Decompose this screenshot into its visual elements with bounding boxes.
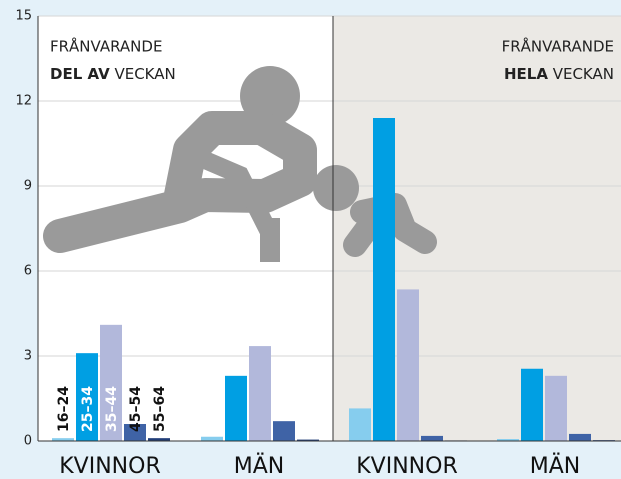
panel-right-line2: HELA VECKAN [504,65,614,83]
legend-label: 35–44 [104,386,120,432]
icon-baby [313,165,437,257]
bar [249,346,271,441]
panel-right-bold: HELA [504,65,548,83]
y-tick-label: 0 [24,434,32,449]
bar [273,421,295,441]
x-tick-label: KVINNOR [356,454,457,479]
icon-adult [43,66,317,262]
bar [148,438,170,441]
y-tick-label: 15 [15,9,32,24]
bar [521,368,543,441]
bar [397,289,419,441]
bar [100,324,122,441]
y-tick-label: 3 [24,349,32,364]
panel-left-rest: VECKAN [114,65,175,83]
bar [373,118,395,441]
panel-left-line1: FRÅNVARANDE [50,37,162,56]
y-tick-label: 9 [24,179,32,194]
legend-label: 55–64 [152,386,168,432]
x-tick-label: KVINNOR [59,454,160,479]
bar [225,375,247,441]
legend-label: 45–54 [128,386,144,432]
bar [545,375,567,441]
y-tick-label: 6 [24,264,32,279]
bars [52,118,615,441]
legend-label: 16–24 [56,386,72,432]
panel-right-rest: VECKAN [553,65,614,83]
panel-left-line2: DEL AV VECKAN [50,65,176,83]
bar [569,433,591,441]
panel-left-bold: DEL AV [50,65,110,83]
y-tick-label: 12 [15,94,32,109]
bar [52,438,74,441]
x-tick-label: MÄN [234,453,285,479]
legend-label: 25–34 [80,386,96,432]
bar [124,424,146,441]
bar [497,439,519,441]
x-tick-label: MÄN [530,453,581,479]
panel-right-line1: FRÅNVARANDE [502,37,614,56]
bar [297,439,319,441]
bar [76,353,98,441]
bar [421,435,443,441]
bar [349,408,371,441]
bar [201,436,223,441]
